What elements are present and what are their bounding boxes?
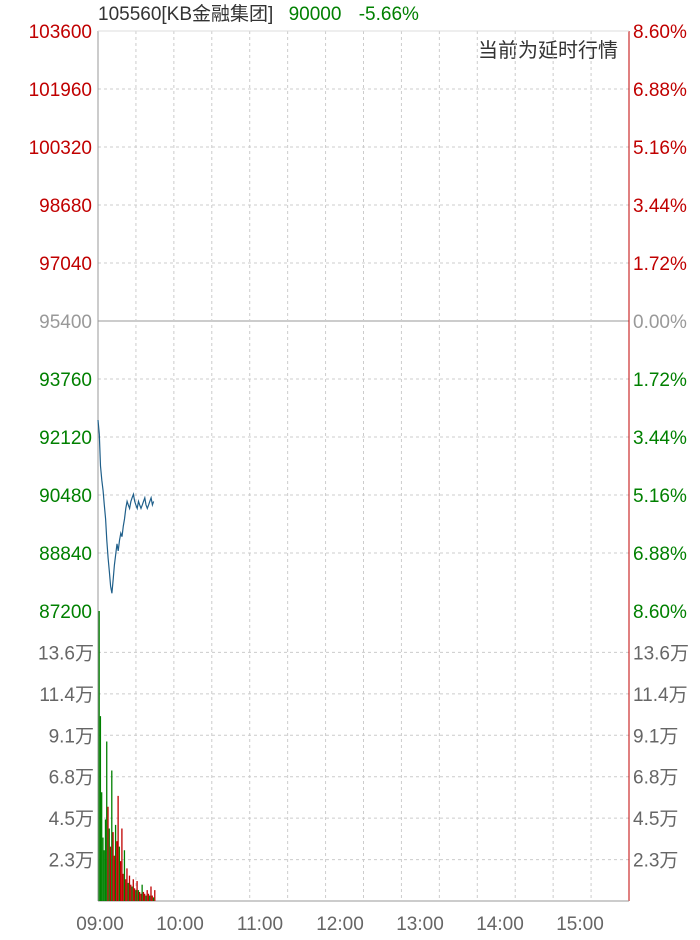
volume-bar <box>144 893 146 901</box>
volume-bar <box>101 792 103 901</box>
volume-bar <box>121 828 123 901</box>
percent-tick-label-right: 0.00% <box>633 312 687 333</box>
volume-bar <box>128 875 131 901</box>
price-tick-label-left: 92120 <box>39 428 92 449</box>
volume-bar <box>152 897 155 901</box>
volume-bar <box>147 893 150 901</box>
volume-bar <box>122 873 124 901</box>
volume-bar <box>137 890 139 901</box>
price-tick-label-left: 95400 <box>39 312 92 333</box>
volume-bar <box>146 890 148 901</box>
volume-bar <box>119 861 122 901</box>
time-tick-label: 10:00 <box>156 914 204 935</box>
volume-bar <box>125 879 127 901</box>
time-tick-label: 11:00 <box>237 914 283 935</box>
volume-bar <box>126 868 128 901</box>
volume-bar <box>142 891 145 901</box>
volume-bar <box>123 850 126 901</box>
volume-bar <box>103 850 105 901</box>
percent-tick-label-right: 3.44% <box>633 428 687 449</box>
volume-bar <box>133 888 136 901</box>
volume-bar <box>104 819 107 901</box>
volume-tick-label-right: 9.1万 <box>633 726 678 747</box>
axis-labels: 103600 8.60% 101960 6.88% 100320 5.16% 98680 3.… <box>29 22 689 935</box>
volume-bar <box>116 841 118 901</box>
volume-bar <box>117 795 119 901</box>
volume-bar <box>112 832 114 901</box>
price-line-group <box>97 419 155 594</box>
stock-symbol: 105560[KB金融集团] <box>98 4 274 25</box>
volume-tick-label-right: 4.5万 <box>633 809 678 830</box>
volume-bar <box>136 881 138 901</box>
percent-tick-label-right: 1.72% <box>633 254 687 275</box>
percent-tick-label-right: 6.88% <box>633 80 687 101</box>
volume-bar <box>109 846 112 901</box>
volume-bar <box>140 893 142 901</box>
volume-bar <box>114 824 117 901</box>
percent-tick-label-right: 5.16% <box>633 138 687 159</box>
volume-bar <box>135 890 137 901</box>
percent-tick-label-right: 8.60% <box>633 22 687 43</box>
price-tick-label-left: 100320 <box>29 138 92 159</box>
volume-bars <box>98 611 156 901</box>
volume-tick-label-left: 6.8万 <box>49 768 94 789</box>
volume-bar <box>131 886 133 901</box>
volume-bar <box>111 770 113 901</box>
volume-tick-label-left: 9.1万 <box>49 726 94 747</box>
price-tick-label-left: 103600 <box>29 22 92 43</box>
volume-tick-label-left: 2.3万 <box>49 851 94 872</box>
volume-tick-label-left: 4.5万 <box>49 809 94 830</box>
price-series-line <box>97 419 155 594</box>
volume-bar <box>108 828 110 901</box>
percent-tick-label-right: 8.60% <box>633 602 687 623</box>
price-tick-label-left: 87200 <box>39 602 92 623</box>
volume-tick-label-left: 13.6万 <box>38 643 94 664</box>
volume-tick-label-right: 13.6万 <box>633 643 689 664</box>
volume-bar <box>138 891 141 901</box>
volume-bar <box>150 886 152 901</box>
last-price: 90000 <box>288 4 342 25</box>
time-tick-label: 09:00 <box>76 914 124 935</box>
percent-tick-label-right: 6.88% <box>633 544 687 565</box>
percent-tick-label-right: 5.16% <box>633 486 687 507</box>
change-percent: -5.66% <box>358 4 419 25</box>
price-tick-label-left: 101960 <box>29 80 92 101</box>
volume-bar <box>149 895 151 901</box>
price-tick-label-left: 97040 <box>39 254 92 275</box>
price-tick-label-left: 88840 <box>39 544 92 565</box>
volume-bar <box>107 806 109 901</box>
volume-tick-label-right: 11.4万 <box>633 685 688 706</box>
volume-bar <box>102 837 104 901</box>
volume-bar <box>141 884 143 901</box>
price-tick-label-left: 98680 <box>39 196 92 217</box>
time-tick-label: 12:00 <box>316 914 364 935</box>
delayed-quote-note: 当前为延时行情 <box>478 40 618 62</box>
time-tick-label: 13:00 <box>396 914 444 935</box>
volume-bar <box>113 855 115 901</box>
volume-bar <box>127 882 129 901</box>
volume-bar <box>132 879 134 901</box>
chart-axes <box>97 30 630 902</box>
time-tick-label: 14:00 <box>476 914 524 935</box>
volume-bar <box>99 716 102 901</box>
volume-bar <box>130 884 132 901</box>
volume-bar <box>118 846 121 901</box>
price-tick-label-left: 93760 <box>39 370 92 391</box>
volume-tick-label-right: 2.3万 <box>633 851 678 872</box>
percent-tick-label-right: 1.72% <box>633 370 687 391</box>
chart-grid <box>98 31 629 901</box>
volume-bar <box>145 895 147 901</box>
volume-bar <box>106 741 108 901</box>
quote-header: 105560[KB金融集团] 90000 -5.66% <box>98 2 419 28</box>
volume-bar <box>154 890 156 901</box>
time-tick-label: 15:00 <box>556 914 604 935</box>
volume-tick-label-left: 11.4万 <box>39 685 94 706</box>
percent-tick-label-right: 3.44% <box>633 196 687 217</box>
volume-bar <box>151 895 153 901</box>
price-tick-label-left: 90480 <box>39 486 92 507</box>
volume-tick-label-right: 6.8万 <box>633 768 678 789</box>
volume-bar <box>98 611 100 901</box>
